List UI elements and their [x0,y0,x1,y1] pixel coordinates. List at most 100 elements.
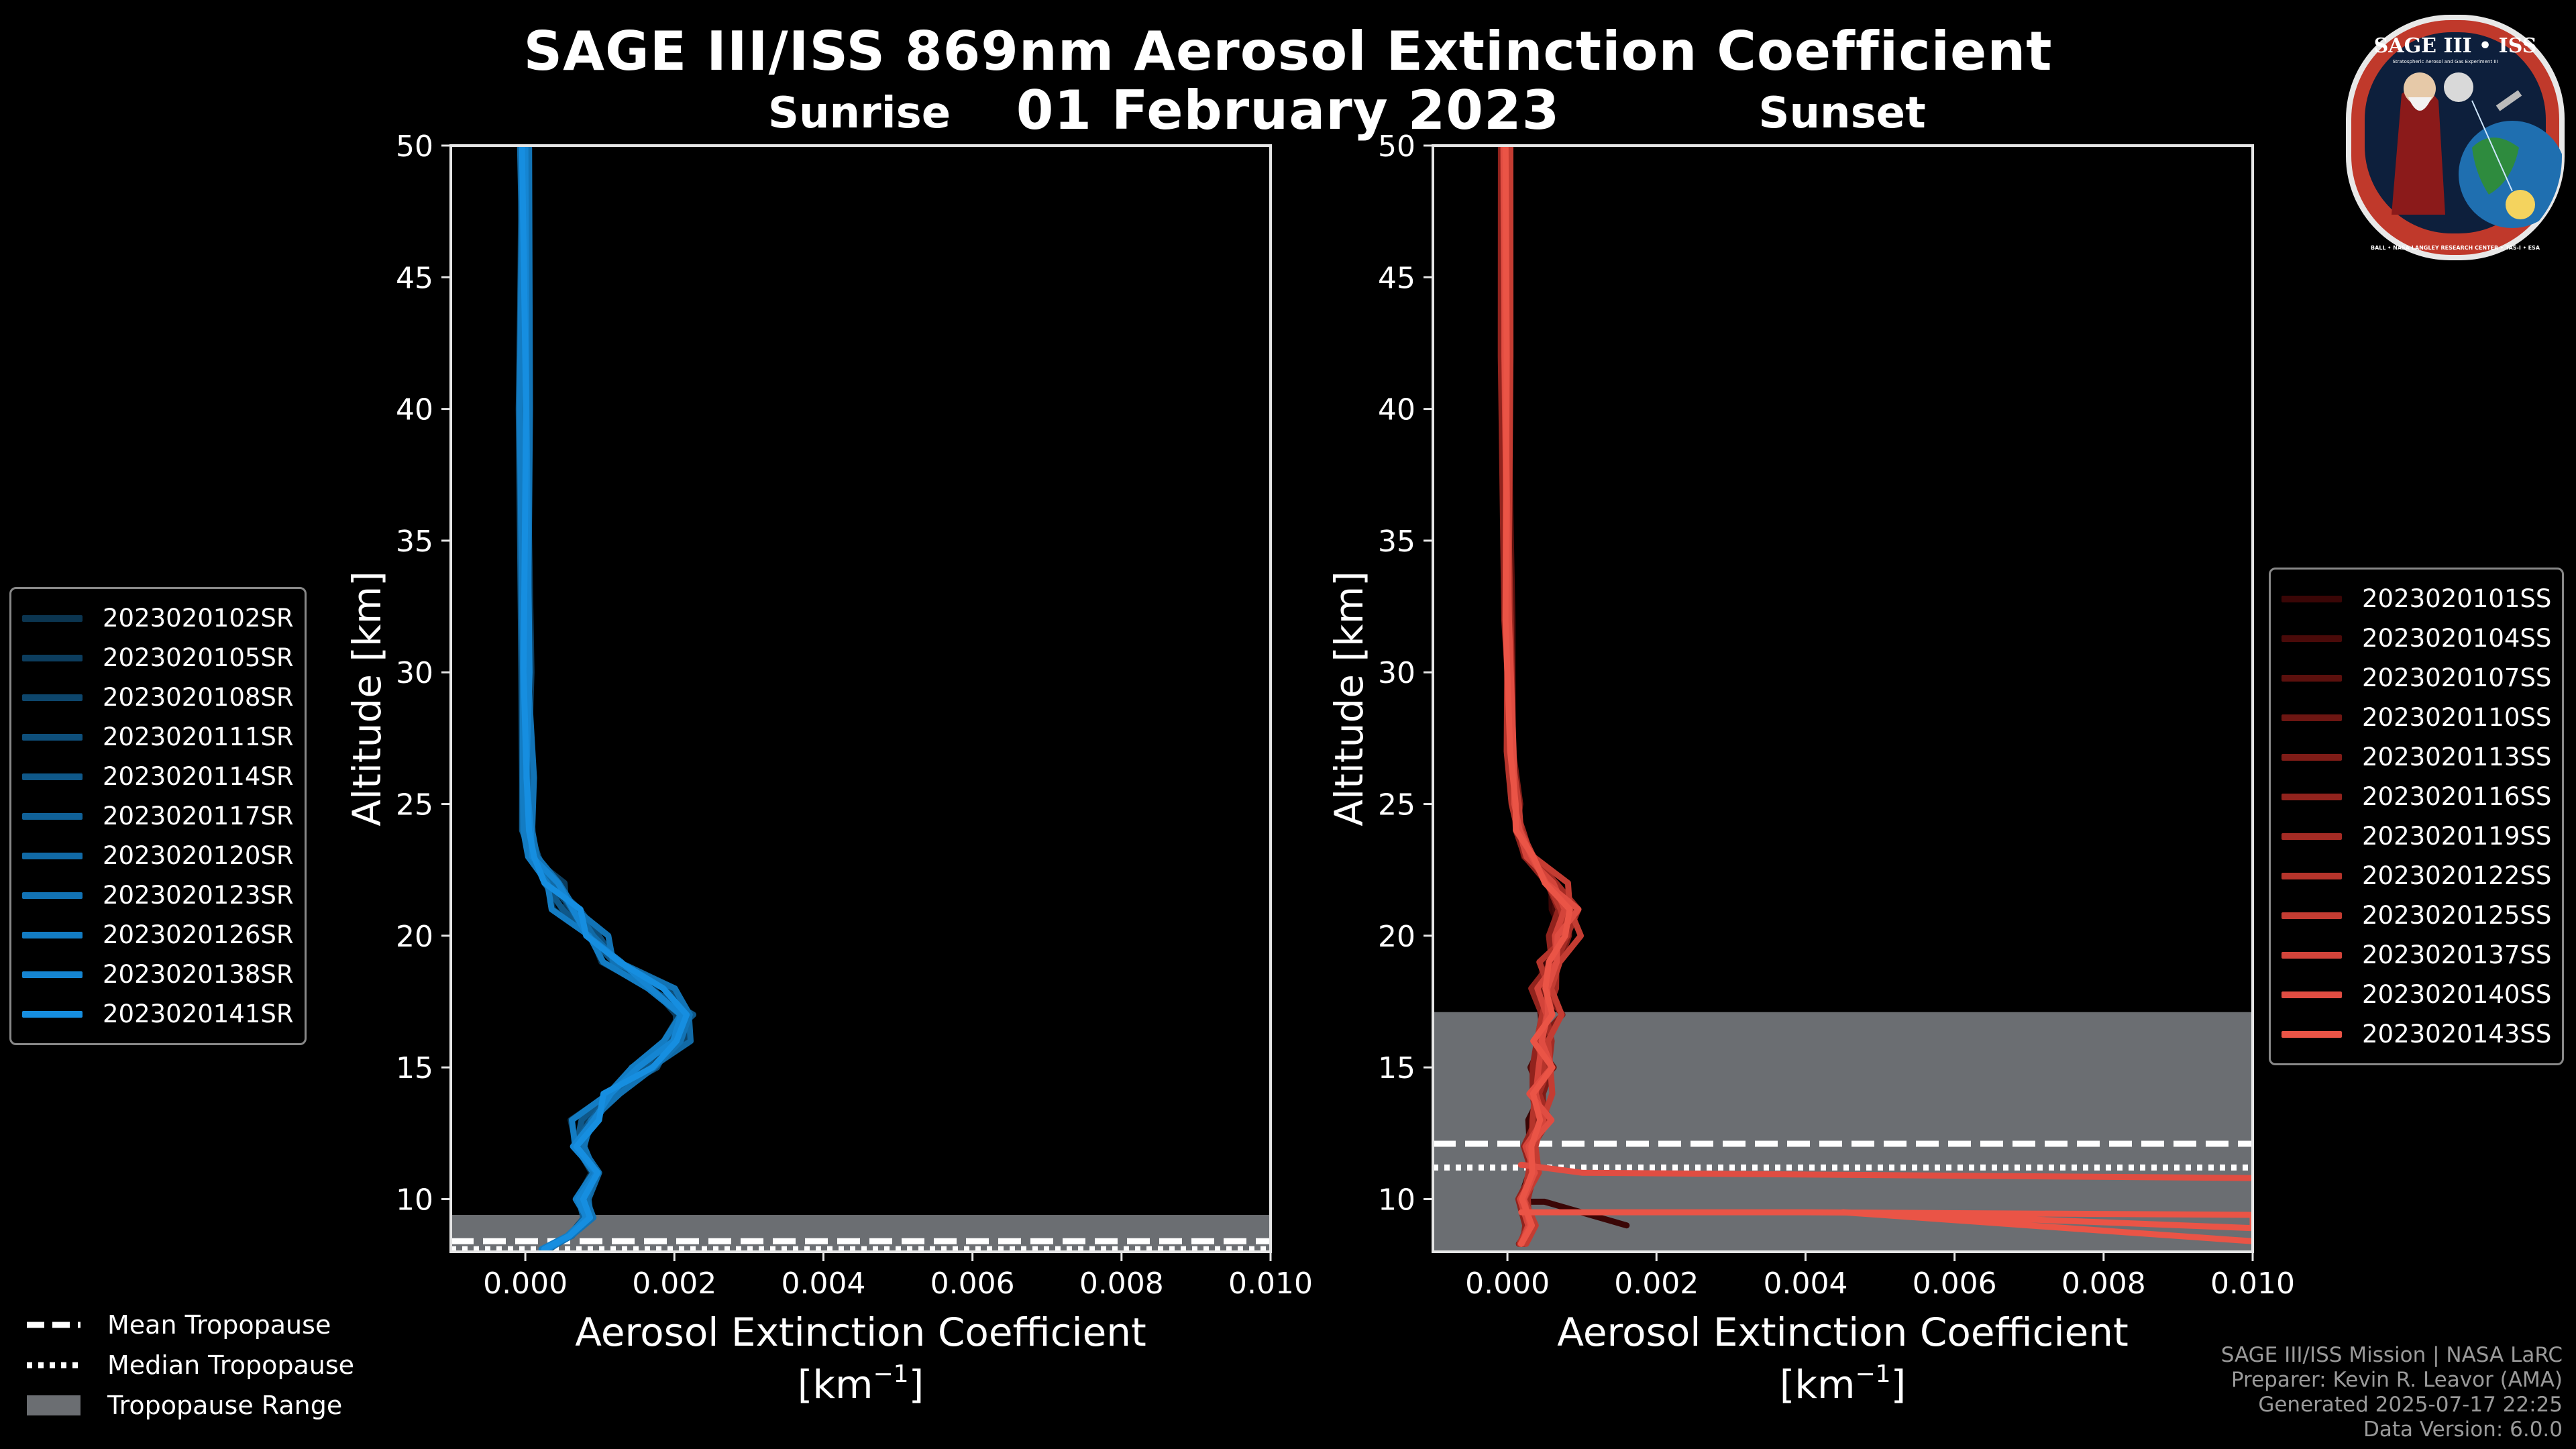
legend-label: 2023020113SS [2362,743,2552,771]
sunrise-xtick-label: 0.006 [930,1267,1015,1301]
legend-item-2023020113SS: 2023020113SS [2282,737,2551,777]
sunset-xtick-label: 0.006 [1913,1267,1997,1301]
legend-label: 2023020137SS [2362,941,2552,969]
sunrise-series-2023020120SR [517,146,694,1252]
sunset-xtick-label: 0.002 [1614,1267,1699,1301]
legend-label: 2023020107SS [2362,663,2552,692]
sunrise-ytick-label: 50 [396,129,433,164]
legend-item-2023020114SR: 2023020114SR [22,757,294,796]
legend-swatch [22,892,83,899]
legend-item-2023020108SR: 2023020108SR [22,678,294,717]
sunrise-series-group [515,146,696,1252]
legend-item-2023020111SR: 2023020111SR [22,717,294,757]
sunrise-plot-frame [449,144,1272,1253]
legend-swatch [22,971,83,978]
sunset-ytick-label: 30 [1378,656,1415,690]
legend-swatch [22,1010,83,1018]
sunset-ytick-label: 10 [1378,1183,1415,1217]
legend-item-2023020107SS: 2023020107SS [2282,658,2551,698]
legend-item-2023020101SS: 2023020101SS [2282,579,2551,619]
sunset-xtick-label: 0.000 [1465,1267,1550,1301]
sunrise-panel-title: Sunrise [767,89,951,138]
median-tropopause-label: Median Tropopause [107,1350,354,1380]
legend-label: 2023020143SS [2362,1020,2552,1049]
sunset-ytick-label: 20 [1378,920,1415,954]
sunrise-ytick-label: 45 [396,261,433,295]
legend-item-2023020120SR: 2023020120SR [22,836,294,875]
legend-swatch [22,614,83,622]
figure-date: 01 February 2023 [1016,79,1560,142]
sunrise-ytick-label: 25 [396,788,433,822]
sunrise-ytick-label: 10 [396,1183,433,1217]
sunrise-xtick-label: 0.008 [1079,1267,1164,1301]
legend-label: 2023020114SR [103,762,294,791]
footer-credits: SAGE III/ISS Mission | NASA LaRC Prepare… [2221,1343,2563,1442]
sunset-ytick-label: 50 [1378,129,1415,164]
sunset-xtick-label: 0.008 [2061,1267,2146,1301]
mean-tropopause-label: Mean Tropopause [107,1310,331,1340]
legend-mean-tropopause: Mean Tropopause [27,1305,354,1345]
legend-median-tropopause: Median Tropopause [27,1345,354,1385]
legend-swatch [22,773,83,780]
sunset-series-2023020143SS [1502,146,2253,1247]
unit-base: [km [1780,1362,1856,1407]
legend-label: 2023020117SR [103,802,294,830]
sunset-xtick-label: 0.004 [1763,1267,1847,1301]
legend-label: 2023020122SS [2362,861,2552,890]
legend-swatch [2282,1030,2342,1038]
sunset-xtick-label: 0.010 [2210,1267,2295,1301]
legend-item-2023020137SS: 2023020137SS [2282,935,2551,975]
sunrise-series-2023020111SR [523,146,694,1252]
sunset-xaxis-unit: [km−1] [1780,1360,1906,1407]
tropopause-legend: Mean Tropopause Median Tropopause Tropop… [27,1305,354,1426]
legend-label: 2023020138SR [103,960,294,989]
legend-label: 2023020111SR [103,722,294,751]
legend-swatch [2282,714,2342,721]
legend-swatch [22,733,83,741]
sunset-xaxis-label: Aerosol Extinction Coefficient [1557,1309,2129,1355]
legend-swatch [2282,595,2342,602]
legend-swatch [2282,991,2342,998]
sunrise-ytick-label: 15 [396,1051,433,1085]
legend-item-2023020140SS: 2023020140SS [2282,975,2551,1014]
footer-mission: SAGE III/ISS Mission | NASA LaRC [2220,1343,2563,1367]
sunrise-series-2023020114SR [515,146,696,1252]
sunset-ytick-label: 25 [1378,788,1415,822]
range-swatch [27,1395,80,1415]
sunset-yaxis-label: Altitude [km] [1326,571,1372,826]
legend-label: 2023020140SS [2362,980,2552,1009]
legend-swatch [2282,793,2342,800]
sunset-ytick-label: 45 [1378,261,1415,295]
sage-iii-iss-logo: SAGE III • ISS Stratospheric Aerosol and… [2346,15,2565,260]
legend-label: 2023020101SS [2362,584,2552,613]
sunrise-xtick-label: 0.002 [632,1267,716,1301]
legend-label: 2023020141SR [103,1000,294,1028]
sunset-ytick-label: 35 [1378,525,1415,559]
sunrise-xaxis-label: Aerosol Extinction Coefficient [575,1309,1146,1355]
legend-label: 2023020125SS [2362,901,2552,930]
legend-swatch [22,694,83,701]
legend-label: 2023020120SR [103,841,294,870]
legend-swatch [22,931,83,938]
legend-swatch [2282,833,2342,840]
legend-swatch [2282,912,2342,919]
sunset-panel-title: Sunset [1758,89,1926,138]
legend-item-2023020110SS: 2023020110SS [2282,698,2551,737]
legend-label: 2023020108SR [103,683,294,712]
sunrise-yaxis-label: Altitude [km] [344,571,390,826]
sunset-legend: 2023020101SS 2023020104SS 2023020107SS 2023… [2269,568,2565,1065]
legend-item-2023020123SR: 2023020123SR [22,875,294,915]
sunrise-legend: 2023020102SR 2023020105SR 2023020108SR 2023… [9,587,307,1045]
legend-label: 2023020126SR [103,920,294,949]
sunset-plot-frame [1432,144,2254,1253]
sunrise-ytick-label: 35 [396,525,433,559]
sunrise-series-2023020117SR [519,146,685,1252]
unit-close: ] [909,1362,924,1407]
dashed-line-swatch [27,1322,80,1328]
legend-item-2023020105SR: 2023020105SR [22,638,294,678]
legend-item-2023020117SR: 2023020117SR [22,796,294,836]
sunrise-series-2023020102SR [516,146,683,1252]
sunset-ytick-label: 40 [1378,393,1415,427]
